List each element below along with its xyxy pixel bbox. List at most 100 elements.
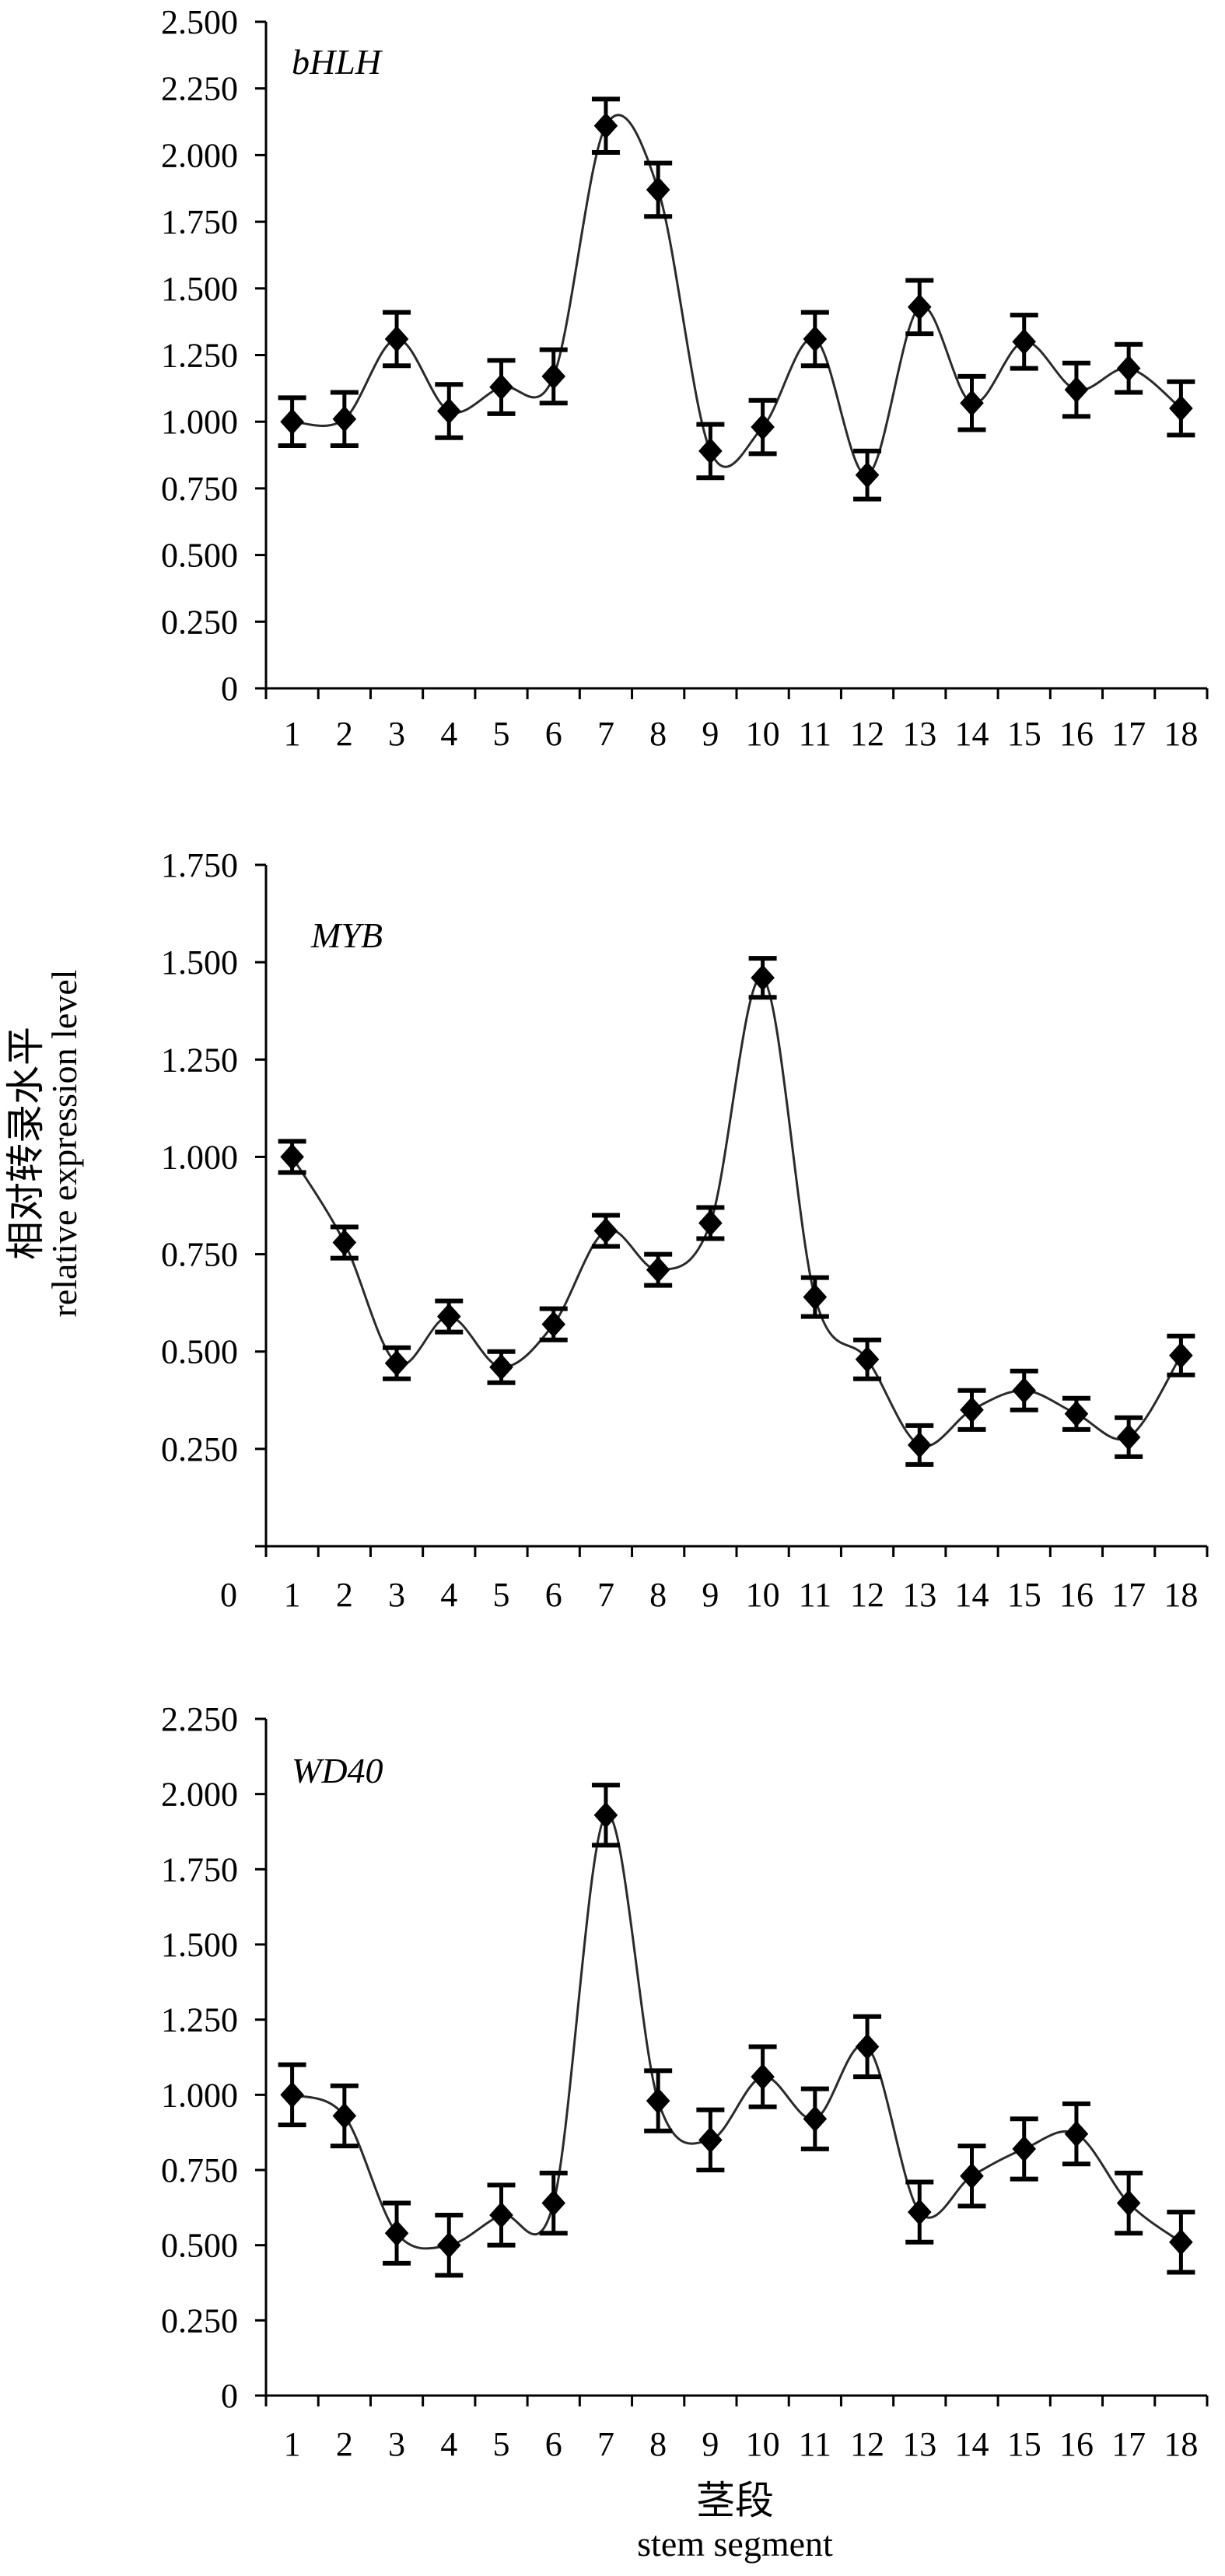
- y-tick-label: 1.500: [161, 1926, 238, 1964]
- y-tick-label: 2.250: [161, 70, 238, 108]
- y-tick-label: 0.750: [161, 1236, 238, 1274]
- x-tick-label: 13: [902, 715, 936, 753]
- y-tick-label: 0.250: [161, 1430, 238, 1468]
- data-point: [280, 2081, 304, 2109]
- data-point: [384, 2220, 409, 2247]
- series-line: [292, 1813, 1182, 2250]
- data-point: [751, 414, 775, 441]
- x-tick-label: 10: [746, 715, 780, 753]
- x-tick-label: 13: [902, 1576, 936, 1614]
- x-tick-label: 4: [440, 1576, 457, 1614]
- y-tick-label: 0.500: [161, 1333, 238, 1371]
- data-point: [541, 362, 566, 390]
- y-tick-label: 1.000: [161, 1138, 238, 1176]
- series-line: [292, 114, 1182, 477]
- data-point: [1012, 1377, 1037, 1404]
- data-point: [384, 325, 409, 352]
- data-point: [960, 390, 984, 417]
- y-axis-title-en: relative expression level: [44, 969, 84, 1317]
- data-point: [803, 2105, 828, 2133]
- chart-panel-WD40: 0 0.250 0.500 0.750 1.000 1.250 1.500 1.750 2.00…: [161, 1700, 1209, 2463]
- x-tick-label: 16: [1059, 2425, 1094, 2463]
- data-point: [907, 2199, 932, 2226]
- data-point: [855, 1346, 880, 1373]
- y-tick-label: 1.750: [161, 846, 238, 884]
- data-point: [646, 1256, 670, 1283]
- x-tick-label: 14: [955, 715, 989, 753]
- x-tick-label: 8: [649, 715, 667, 753]
- data-point: [1064, 1400, 1089, 1427]
- x-tick-label: 8: [649, 2425, 667, 2463]
- data-point: [646, 176, 670, 203]
- panels: 0 0.250 0.500 0.750 1.000 1.250 1.500 1.750 2.00…: [161, 3, 1209, 2463]
- x-tick-label: 11: [799, 2425, 831, 2463]
- data-point: [1169, 1342, 1193, 1369]
- data-point: [332, 2102, 357, 2130]
- data-point: [1064, 376, 1089, 404]
- data-point: [1012, 328, 1037, 355]
- x-tick-label: 16: [1059, 1576, 1094, 1614]
- x-tick-label: 5: [493, 715, 510, 753]
- data-point: [907, 293, 932, 320]
- data-point: [960, 1396, 984, 1423]
- x-tick-label: 12: [850, 2425, 884, 2463]
- x-tick-label: 1: [284, 1576, 301, 1614]
- x-tick-label: 5: [493, 2425, 510, 2463]
- y-tick-label: 2.000: [161, 136, 238, 174]
- y-tick-label: 1.000: [161, 403, 238, 441]
- y-tick-label: 1.250: [161, 337, 238, 375]
- x-tick-label: 13: [902, 2425, 936, 2463]
- x-tick-label: 1: [284, 2425, 301, 2463]
- y-tick-label: 1.250: [161, 1041, 238, 1079]
- data-point: [960, 2162, 984, 2189]
- x-tick-label: 4: [440, 2425, 457, 2463]
- data-point: [436, 2231, 461, 2259]
- y-tick-label: 1.000: [161, 2076, 238, 2114]
- x-tick-label: 12: [850, 715, 884, 753]
- data-point: [698, 1209, 723, 1237]
- data-point: [698, 437, 723, 464]
- x-tick-label: 5: [493, 1576, 510, 1614]
- data-point: [541, 1311, 566, 1338]
- data-point: [855, 461, 880, 488]
- chart-panel-bHLH: 0 0.250 0.500 0.750 1.000 1.250 1.500 1.750 2.00…: [161, 3, 1209, 753]
- y-tick-label: 0.500: [161, 537, 238, 575]
- data-point: [907, 1431, 932, 1458]
- y-tick-label: 0: [221, 2377, 238, 2415]
- data-point: [280, 408, 304, 436]
- data-point: [1116, 355, 1141, 382]
- y-tick-label: 0.250: [161, 603, 238, 641]
- x-tick-label: 3: [388, 1576, 405, 1614]
- x-tick-label: 3: [388, 715, 405, 753]
- data-point: [803, 1283, 828, 1311]
- data-point: [751, 964, 775, 992]
- series-line: [291, 976, 1182, 1448]
- y-tick-label: 0: [221, 670, 238, 708]
- data-point: [751, 2063, 775, 2091]
- x-tick-label: 18: [1164, 715, 1198, 753]
- x-tick-label: 17: [1111, 1576, 1146, 1614]
- x-tick-label: 15: [1007, 1576, 1041, 1614]
- y-axis-title: 相对转录水平 relative expression level: [4, 969, 84, 1317]
- x-axis-title-en: stem segment: [637, 2524, 833, 2564]
- x-tick-label: 1: [284, 715, 301, 753]
- data-point: [541, 2189, 566, 2217]
- data-point: [436, 1303, 461, 1330]
- data-point: [698, 2126, 723, 2154]
- chart-title: bHLH: [292, 42, 383, 82]
- y-tick-label: 1.500: [161, 943, 238, 982]
- x-tick-label: 7: [597, 1576, 614, 1614]
- data-point: [489, 373, 513, 401]
- y-tick-label: 1.250: [161, 2001, 238, 2039]
- data-point: [489, 1353, 513, 1381]
- data-point: [332, 405, 357, 432]
- data-point: [332, 1229, 357, 1256]
- x-tick-label: 2: [336, 715, 353, 753]
- data-point: [436, 397, 461, 425]
- x-tick-label: 8: [649, 1576, 667, 1614]
- y-axis-title-cn: 相对转录水平: [4, 1027, 47, 1260]
- data-point: [280, 1143, 304, 1171]
- data-point: [1169, 2228, 1193, 2256]
